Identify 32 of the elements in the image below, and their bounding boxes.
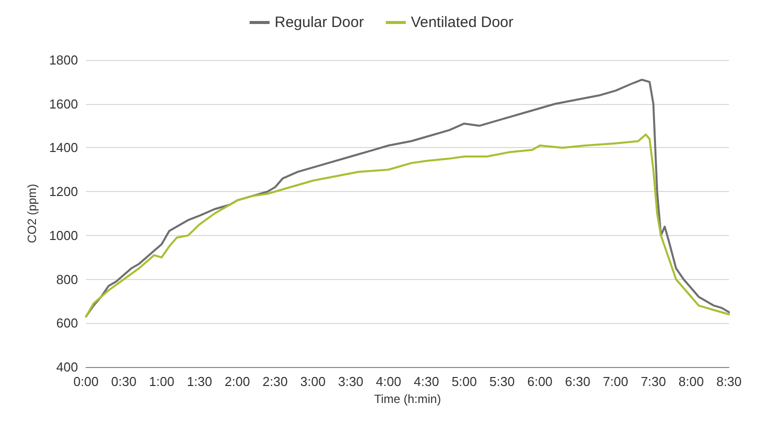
x-tick-label: 7:00 bbox=[602, 374, 628, 389]
x-tick-label: 2:00 bbox=[224, 374, 250, 389]
legend-label: Regular Door bbox=[274, 14, 364, 31]
x-tick-label: 3:30 bbox=[338, 374, 364, 389]
x-tick-label: 5:00 bbox=[452, 374, 477, 389]
x-tick-label: 1:30 bbox=[186, 374, 212, 389]
y-tick-label: 1400 bbox=[49, 140, 78, 156]
x-tick-label: 7:30 bbox=[640, 374, 666, 389]
legend-label: Ventilated Door bbox=[410, 14, 514, 31]
line-series bbox=[85, 78, 730, 318]
x-tick-label: 4:00 bbox=[376, 374, 402, 389]
y-tick-label: 600 bbox=[56, 316, 78, 331]
y-tick-label: 1200 bbox=[49, 184, 78, 200]
x-tick-label: 6:00 bbox=[527, 374, 553, 389]
x-tick-label: 8:00 bbox=[678, 374, 704, 389]
y-tick-label: 1000 bbox=[49, 228, 78, 243]
x-tick-label: 5:30 bbox=[489, 374, 515, 389]
line-series bbox=[85, 134, 730, 318]
x-axis-title: Time (h:min) bbox=[374, 392, 441, 406]
x-tick-label: 0:30 bbox=[111, 374, 136, 389]
y-tick-label: 1800 bbox=[49, 52, 78, 68]
y-axis-title: CO2 (ppm) bbox=[25, 184, 40, 244]
y-tick-label: 1600 bbox=[49, 96, 78, 112]
x-tick-label: 3:00 bbox=[300, 374, 326, 389]
x-tick-label: 6:30 bbox=[565, 374, 590, 389]
x-tick-label: 4:30 bbox=[414, 374, 440, 389]
x-tick-label: 8:30 bbox=[716, 374, 742, 389]
x-tick-label: 0:00 bbox=[73, 374, 99, 389]
x-tick-label: 2:30 bbox=[262, 374, 288, 389]
y-tick-label: 800 bbox=[56, 272, 78, 287]
y-tick-label: 400 bbox=[56, 360, 78, 374]
x-tick-label: 1:00 bbox=[148, 374, 174, 389]
